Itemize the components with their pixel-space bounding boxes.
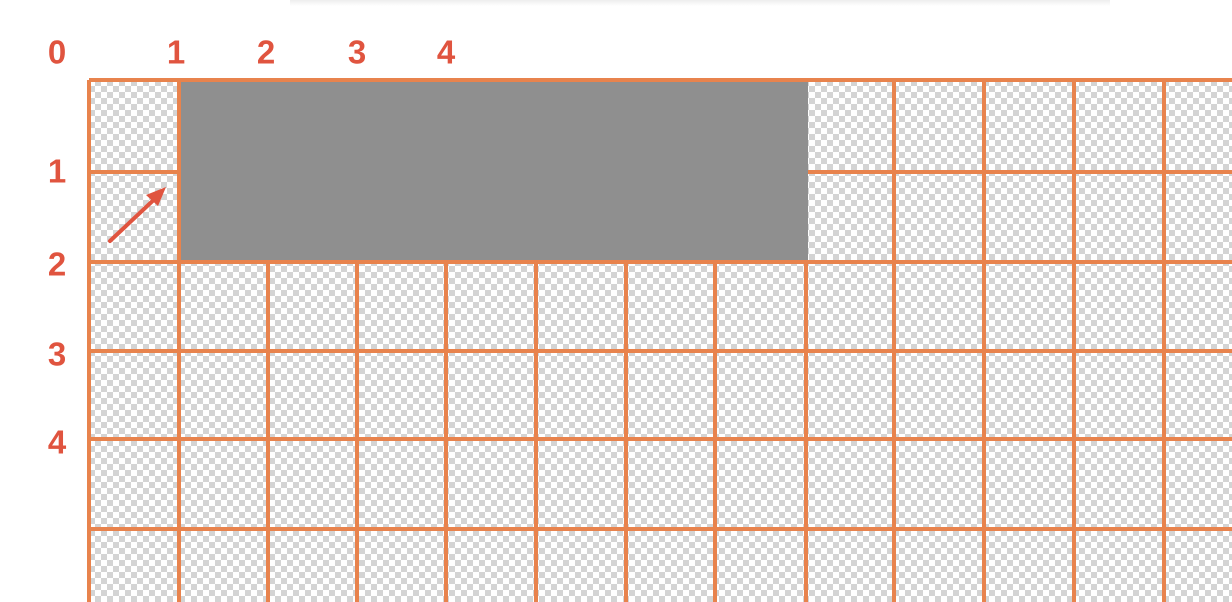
column-label-2: 2 [256, 33, 276, 71]
column-label-1: 1 [166, 33, 186, 71]
column-label-4: 4 [436, 33, 456, 71]
row-label-4: 4 [47, 423, 67, 461]
selected-cell-block [179, 82, 808, 262]
row-label-3: 3 [47, 335, 67, 373]
row-label-2: 2 [47, 245, 67, 283]
arrow-head [146, 187, 166, 206]
origin-label: 0 [47, 33, 67, 71]
arrow-pointer [108, 192, 162, 243]
column-label-3: 3 [347, 33, 367, 71]
grid-lines [87, 78, 1232, 602]
top-edge-shadow [290, 0, 1110, 6]
row-label-1: 1 [47, 152, 67, 190]
